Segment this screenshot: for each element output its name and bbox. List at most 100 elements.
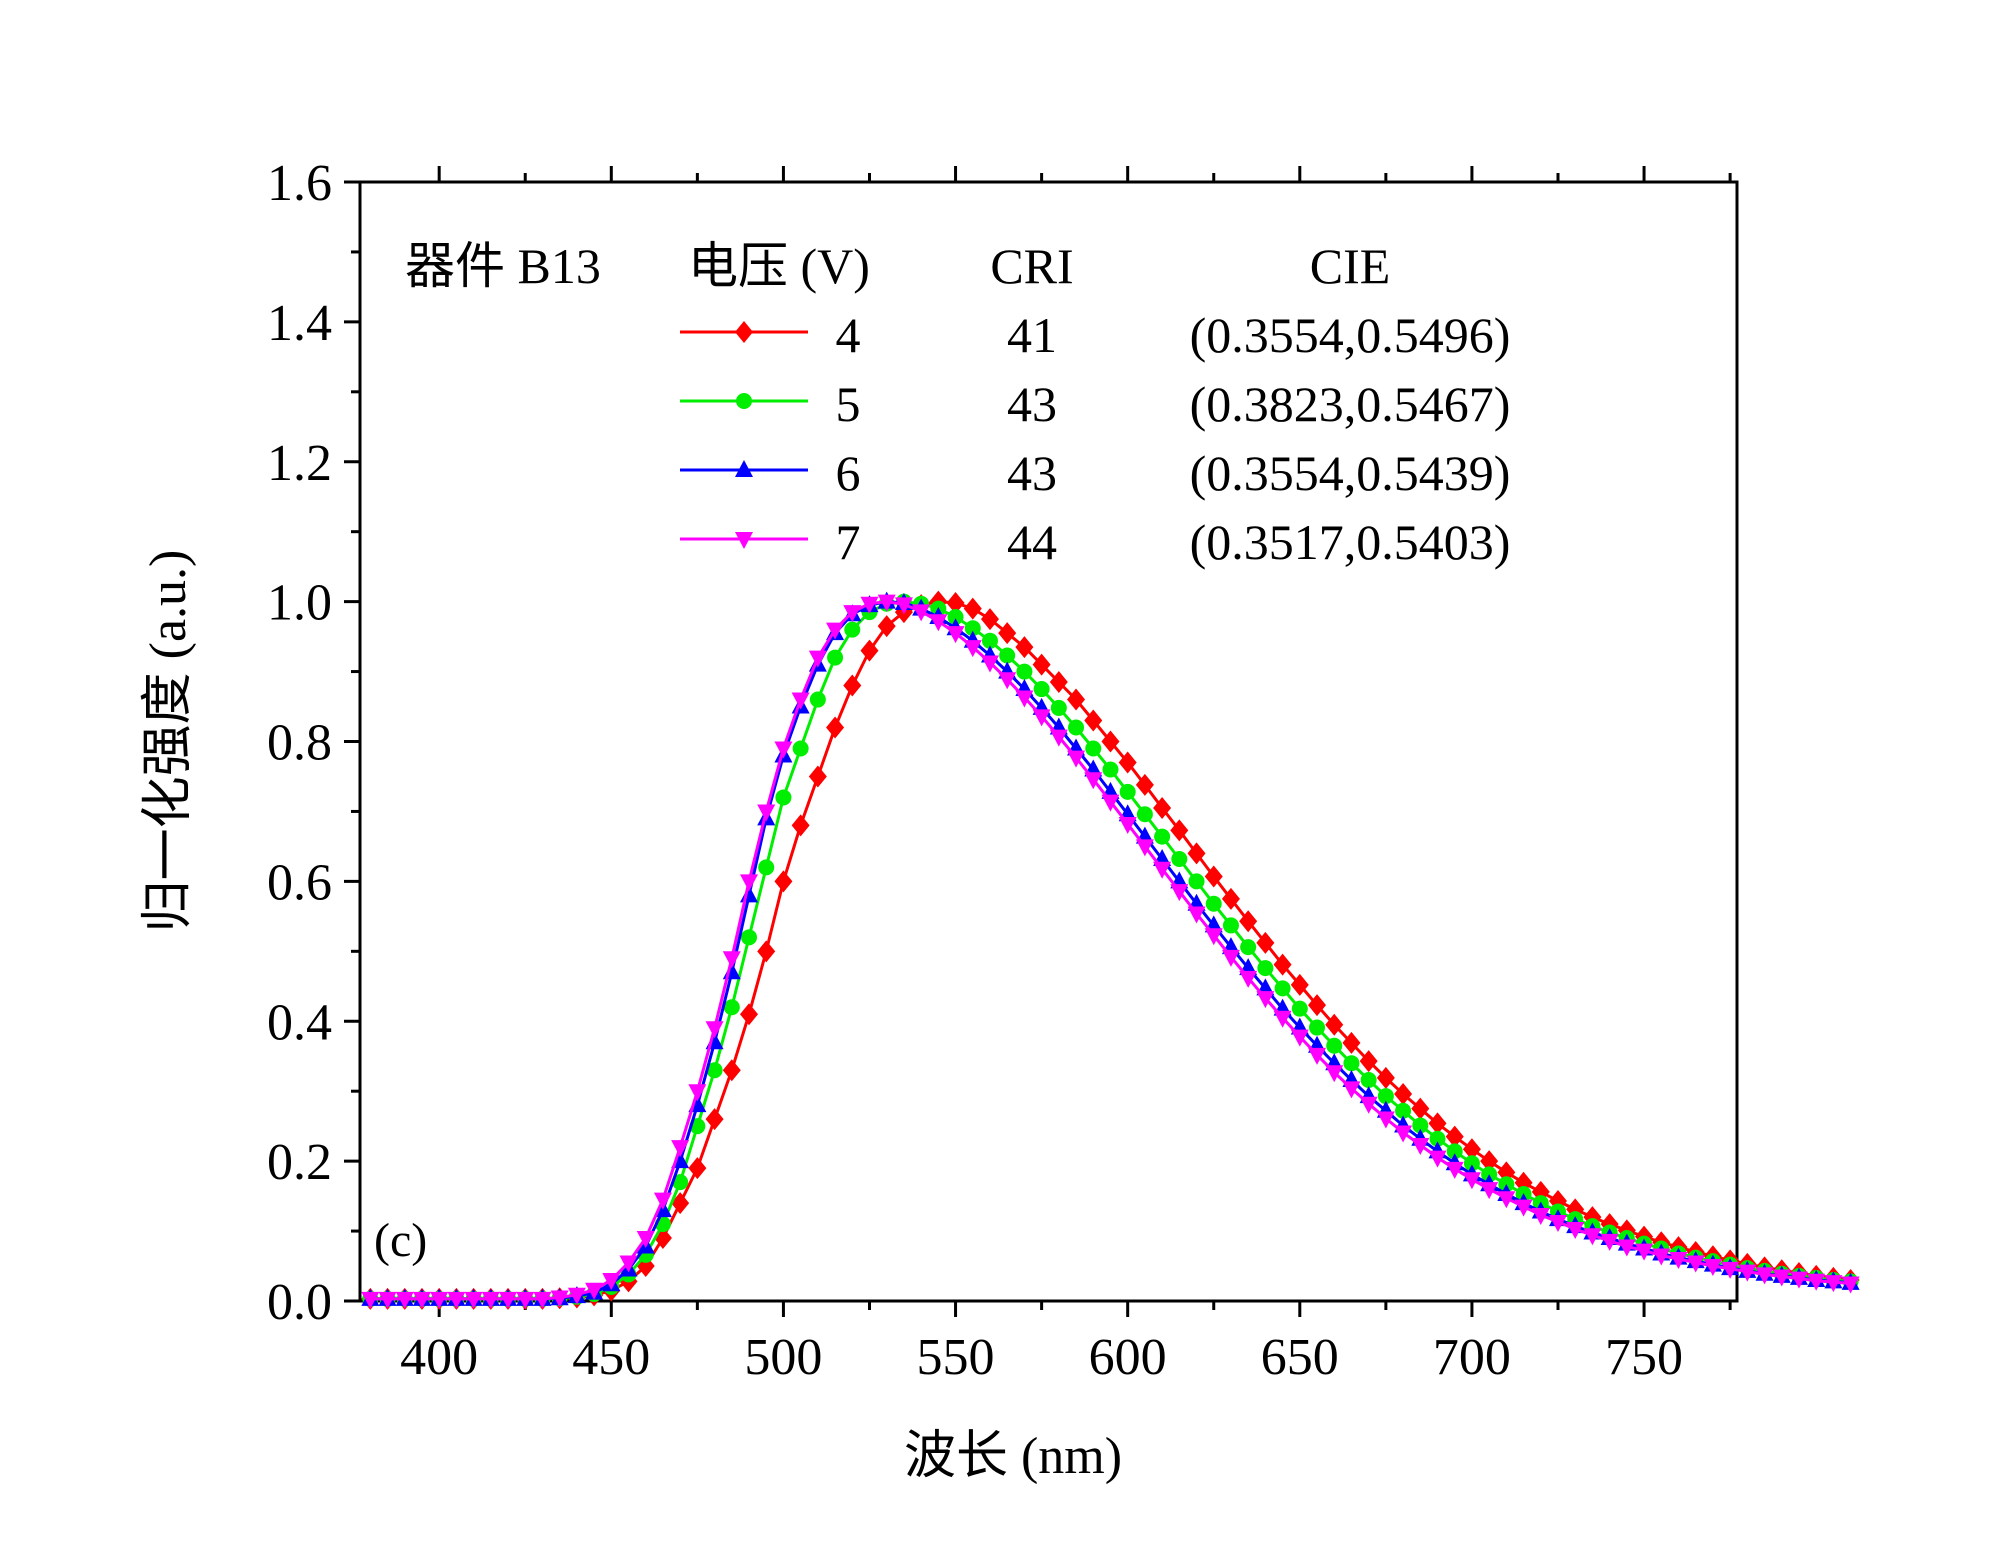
y-tick-label: 1.0 <box>267 575 332 632</box>
data-point <box>602 1273 621 1291</box>
data-point <box>1033 681 1050 698</box>
data-point <box>585 1282 604 1300</box>
data-point <box>1807 1273 1826 1291</box>
data-point <box>808 650 827 668</box>
legend: 器件 B13 电压 (V) CRI CIE 4 41 (0.3554,0.5496)… <box>405 238 1510 570</box>
legend-cri: 43 <box>1007 376 1057 432</box>
data-point <box>1118 817 1137 835</box>
y-tick-label: 0.0 <box>267 1274 332 1331</box>
data-point <box>688 1157 707 1180</box>
data-point <box>963 640 982 658</box>
data-point <box>1119 783 1136 800</box>
data-point <box>826 622 845 640</box>
legend-cri: 41 <box>1007 307 1057 363</box>
data-point <box>963 597 982 620</box>
data-point <box>1824 1275 1843 1293</box>
data-point <box>1290 973 1309 996</box>
data-point <box>1273 953 1292 976</box>
x-axis-title: 波长 (nm) <box>904 1428 1122 1485</box>
data-point <box>1204 928 1223 946</box>
data-point <box>619 1255 638 1273</box>
data-point <box>980 655 999 673</box>
data-point <box>395 1291 414 1309</box>
data-point <box>998 622 1017 645</box>
y-tick-label: 1.4 <box>267 295 332 352</box>
data-point <box>1188 873 1205 890</box>
data-point <box>653 1192 672 1210</box>
data-point <box>1102 761 1119 778</box>
data-point <box>1153 861 1172 879</box>
data-point <box>775 789 792 806</box>
data-point <box>1067 750 1086 768</box>
data-point <box>481 1291 500 1309</box>
data-point <box>877 615 896 638</box>
data-point <box>1068 719 1085 736</box>
data-point <box>791 814 810 837</box>
data-point <box>1376 1111 1395 1129</box>
legend-voltage: 6 <box>836 445 861 501</box>
data-point <box>1032 709 1051 727</box>
legend-row: 5 43 (0.3823,0.5467) <box>680 376 1510 432</box>
data-point <box>843 605 862 623</box>
data-point <box>1428 1112 1447 1135</box>
data-point <box>499 1291 518 1309</box>
data-point <box>1617 1239 1636 1257</box>
data-point <box>1170 819 1189 842</box>
data-point <box>533 1291 552 1309</box>
data-point <box>672 1174 689 1191</box>
legend-swatch-marker <box>735 321 753 343</box>
y-axis-title: 归一化强度 (a.u.) <box>140 550 197 933</box>
data-point <box>981 632 998 649</box>
data-point <box>447 1291 466 1309</box>
x-tick-label: 400 <box>400 1329 478 1386</box>
data-point <box>1395 1102 1412 1119</box>
data-point <box>740 1003 759 1026</box>
data-point <box>1394 1082 1413 1105</box>
data-point <box>1463 1155 1480 1172</box>
legend-cie: (0.3554,0.5439) <box>1190 445 1511 501</box>
legend-cie: (0.3823,0.5467) <box>1190 376 1511 432</box>
legend-swatch-marker <box>736 393 752 409</box>
data-point <box>1480 1150 1499 1173</box>
legend-cie: (0.3517,0.5403) <box>1190 514 1511 570</box>
data-point <box>1359 1050 1378 1073</box>
data-point <box>361 1291 380 1309</box>
data-point <box>1308 994 1327 1017</box>
data-point <box>723 999 740 1016</box>
data-point <box>1325 1065 1344 1083</box>
data-point <box>1205 895 1222 912</box>
data-point <box>774 741 793 759</box>
y-tick-label: 0.6 <box>267 854 332 911</box>
data-point <box>1325 1013 1344 1036</box>
data-point <box>844 621 861 638</box>
data-point <box>1290 1029 1309 1047</box>
data-point <box>1411 1138 1430 1156</box>
x-tick-label: 600 <box>1089 1329 1167 1386</box>
data-point <box>1635 1243 1654 1261</box>
data-point <box>1221 949 1240 967</box>
data-point <box>1084 709 1103 732</box>
legend-swatch-marker <box>735 460 753 477</box>
data-point <box>1136 806 1153 823</box>
series-line <box>370 600 1851 1301</box>
legend-cie: (0.3554,0.5496) <box>1190 307 1511 363</box>
series-line <box>370 600 1851 1301</box>
data-point <box>1841 1276 1860 1294</box>
data-point <box>1548 1214 1567 1232</box>
data-point <box>1446 1143 1463 1160</box>
series-7V <box>361 594 1860 1309</box>
data-point <box>1170 884 1189 902</box>
data-point <box>1789 1271 1808 1289</box>
data-point <box>1256 991 1275 1009</box>
data-point <box>1755 1267 1774 1285</box>
data-point <box>947 609 964 626</box>
series-4V <box>361 590 1860 1310</box>
data-point <box>688 1084 707 1102</box>
data-point <box>843 674 862 697</box>
data-point <box>1703 1259 1722 1277</box>
data-point <box>1187 906 1206 924</box>
data-point <box>430 1291 449 1309</box>
data-point <box>516 1291 535 1309</box>
data-point <box>1050 699 1067 716</box>
data-point <box>1428 1150 1447 1168</box>
